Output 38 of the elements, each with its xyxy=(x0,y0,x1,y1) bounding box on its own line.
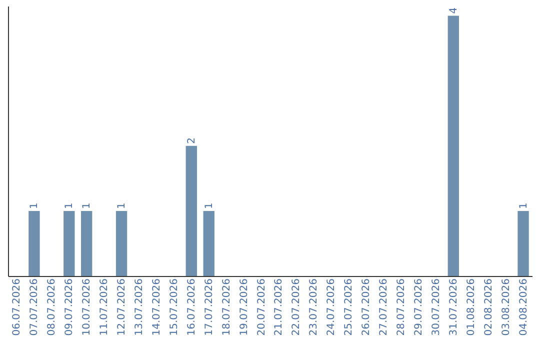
data-label: 1 xyxy=(82,202,93,209)
x-tick-label: 01.08.2026 xyxy=(466,278,477,336)
x-tick-label: 22.07.2026 xyxy=(291,278,302,336)
x-tick-label: 18.07.2026 xyxy=(221,278,232,336)
x-tick-label: 29.07.2026 xyxy=(413,278,424,336)
x-tick-label: 19.07.2026 xyxy=(238,278,250,336)
x-tick-label: 12.07.2026 xyxy=(116,278,128,336)
data-label: 1 xyxy=(29,202,40,209)
x-tick-label: 30.07.2026 xyxy=(430,278,442,336)
data-label: 4 xyxy=(448,7,460,14)
x-tick-label: 28.07.2026 xyxy=(396,278,407,336)
x-tick-label: 24.07.2026 xyxy=(326,278,338,336)
data-label: 1 xyxy=(518,202,530,209)
x-tick-label: 11.07.2026 xyxy=(99,278,110,336)
data-label: 1 xyxy=(116,202,128,209)
x-tick-label: 06.07.2026 xyxy=(12,278,23,336)
x-tick-label: 16.07.2026 xyxy=(186,278,198,336)
x-tick-label: 03.08.2026 xyxy=(500,278,512,336)
x-tick-label: 02.08.2026 xyxy=(483,278,494,336)
x-tick-label: 27.07.2026 xyxy=(378,278,390,336)
x-tick-label: 13.07.2026 xyxy=(134,278,145,336)
data-label: 1 xyxy=(64,202,76,209)
x-tick-label: 08.07.2026 xyxy=(46,278,58,336)
x-tick-label: 26.07.2026 xyxy=(361,278,372,336)
x-tick-label: 21.07.2026 xyxy=(274,278,285,336)
x-tick-label: 10.07.2026 xyxy=(82,278,93,336)
x-tick-label: 15.07.2026 xyxy=(168,278,180,336)
x-tick-label: 20.07.2026 xyxy=(256,278,268,336)
x-tick-label: 23.07.2026 xyxy=(308,278,320,336)
x-tick-label: 31.07.2026 xyxy=(448,278,460,336)
data-label: 2 xyxy=(186,138,198,144)
x-tick-label: 07.07.2026 xyxy=(29,278,40,336)
x-tick-label: 17.07.2026 xyxy=(204,278,215,336)
x-tick-label: 04.08.2026 xyxy=(518,278,530,336)
data-label: 1 xyxy=(204,202,215,209)
x-tick-label: 14.07.2026 xyxy=(151,278,162,336)
x-tick-label: 09.07.2026 xyxy=(64,278,76,336)
x-tick-label: 25.07.2026 xyxy=(344,278,355,336)
